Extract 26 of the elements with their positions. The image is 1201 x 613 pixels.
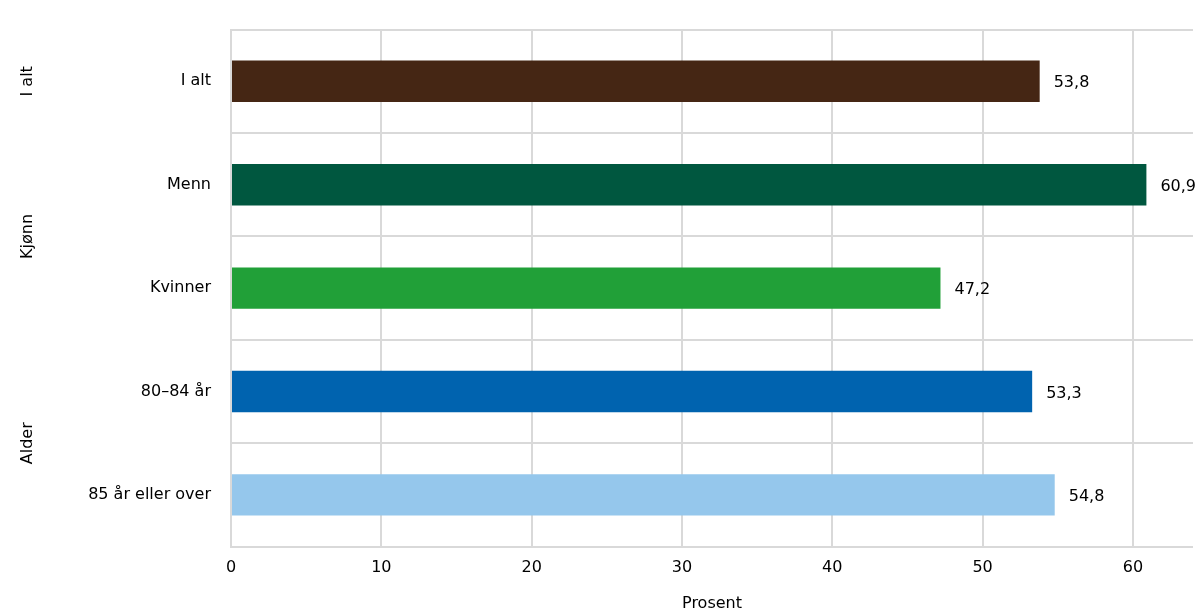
bar [232,164,1147,206]
x-tick-label: 40 [822,557,843,577]
y-tick-label: 85 år eller over [88,484,212,504]
y-tick-label: I alt [180,70,211,90]
text: Kjønn [17,213,37,259]
data-label: 47,2 [954,279,991,299]
y-tick-label: Menn [167,173,211,193]
bar [232,370,1033,413]
text: I alt [17,66,37,97]
x-tick-label: 60 [1122,557,1144,577]
x-tick-label: 20 [521,557,542,577]
data-label: 54,8 [1068,486,1105,506]
bar [232,267,941,309]
data-label: 53,3 [1046,382,1082,402]
bar [232,60,1040,102]
data-label: 53,8 [1053,72,1090,92]
data-label: 60,9 [1160,175,1197,195]
x-tick-label: 50 [972,557,993,577]
text: Alder [17,421,37,465]
x-tick-label: 10 [371,557,392,577]
x-axis-title: Prosent [682,592,742,612]
y-tick-label: 80–84 år [140,380,212,400]
bar [232,474,1055,516]
x-tick-label: 0 [225,557,237,577]
y-tick-label: Kvinner [149,277,212,297]
x-tick-label: 30 [671,557,693,577]
